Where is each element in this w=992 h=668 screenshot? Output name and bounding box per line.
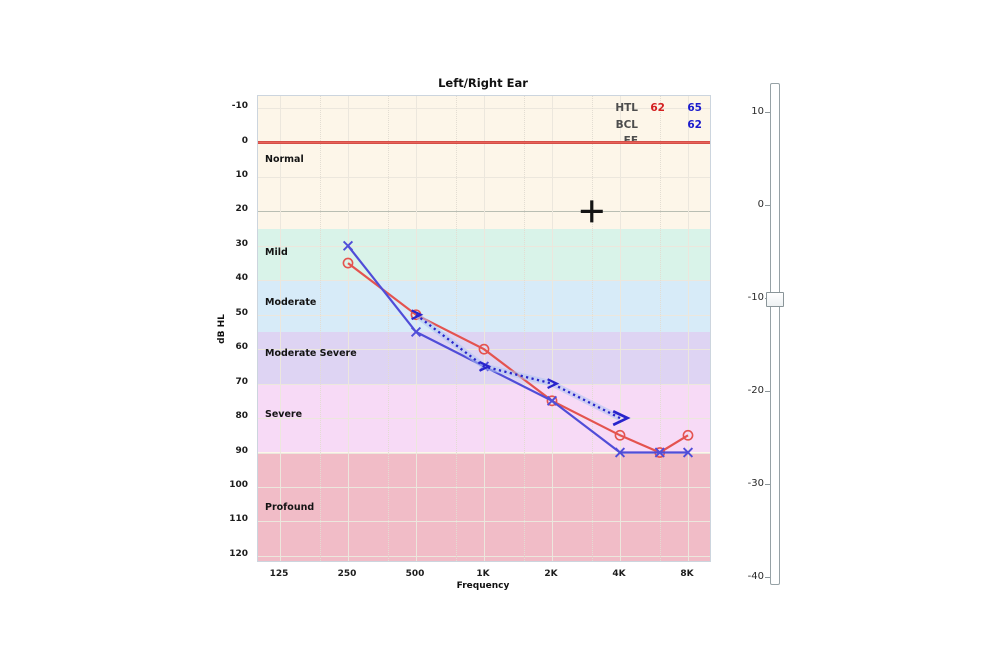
band-label-moderate: Moderate xyxy=(265,296,317,308)
v-gridline xyxy=(280,96,281,561)
slider-track[interactable] xyxy=(770,83,780,585)
v-gridline-minor xyxy=(455,96,458,561)
band-label-mild: Mild xyxy=(265,246,288,258)
v-gridline-minor xyxy=(319,96,322,561)
y-tick-label: 80 xyxy=(235,411,248,422)
legend-row-bcl: BCL 62 xyxy=(598,117,702,134)
x-tick-label: 500 xyxy=(405,569,425,579)
v-gridline xyxy=(620,96,621,561)
zero-db-reference-line xyxy=(258,141,710,144)
slider-tick xyxy=(765,577,770,578)
y-tick-label: 30 xyxy=(235,238,248,249)
legend-value-blue: 62 xyxy=(687,118,702,131)
y-tick-label: 110 xyxy=(229,514,248,525)
v-gridline xyxy=(484,96,485,561)
v-gridline-minor xyxy=(523,96,526,561)
v-gridline xyxy=(552,96,553,561)
slider-tick-label: 0 xyxy=(757,199,764,210)
slider-tick-label: -10 xyxy=(747,292,764,303)
slider-thumb[interactable] xyxy=(766,291,784,307)
legend-label: HTL xyxy=(615,102,638,115)
legend-row-htl: HTL 62 65 xyxy=(598,100,702,117)
plot-area[interactable]: HTL6265BCL62FF NormalMildModerateModerat… xyxy=(257,95,711,562)
y-tick-label: 70 xyxy=(235,376,248,387)
x-tick-label: 250 xyxy=(337,569,357,579)
slider-tick xyxy=(765,391,770,392)
band-label-severe: Severe xyxy=(265,408,303,420)
v-gridline-minor xyxy=(659,96,662,561)
x-axis-label: Frequency xyxy=(456,581,510,591)
band-label-moderate-severe: Moderate Severe xyxy=(265,348,357,360)
v-gridline-minor xyxy=(591,96,594,561)
v-gridline xyxy=(688,96,689,561)
x-tick-label: 1K xyxy=(476,569,490,579)
y-tick-label: 100 xyxy=(229,479,248,490)
x-tick-label: 8K xyxy=(680,569,694,579)
band-label-profound: Profound xyxy=(265,501,315,513)
legend-value-blue: 65 xyxy=(687,102,702,115)
x-tick-label: 2K xyxy=(544,569,558,579)
y-tick-label: 90 xyxy=(235,445,248,456)
slider-tick xyxy=(765,484,770,485)
slider-tick-label: 10 xyxy=(751,106,764,117)
slider-tick-label: -20 xyxy=(747,385,764,396)
y-tick-label: -10 xyxy=(231,101,248,112)
y-tick-label: 50 xyxy=(235,307,248,318)
slider-tick xyxy=(765,112,770,113)
chart-title: Left/Right Ear xyxy=(438,76,528,90)
legend-value-red: 62 xyxy=(650,102,665,115)
y-tick-label: 0 xyxy=(241,135,248,146)
band-label-normal: Normal xyxy=(265,153,304,165)
v-gridline-minor xyxy=(387,96,390,561)
y-tick-label: 20 xyxy=(235,204,248,215)
y-tick-label: 60 xyxy=(235,342,248,353)
slider-tick-label: -30 xyxy=(747,478,764,489)
x-tick-label: 4K xyxy=(612,569,626,579)
y-tick-label: 10 xyxy=(235,169,248,180)
slider-tick-label: -40 xyxy=(747,571,764,582)
y-tick-label: 120 xyxy=(229,548,248,559)
y-tick-label: 40 xyxy=(235,273,248,284)
x-tick-label: 125 xyxy=(269,569,289,579)
v-gridline xyxy=(348,96,349,561)
legend-label: BCL xyxy=(615,118,638,131)
slider-tick xyxy=(765,205,770,206)
v-gridline xyxy=(416,96,417,561)
